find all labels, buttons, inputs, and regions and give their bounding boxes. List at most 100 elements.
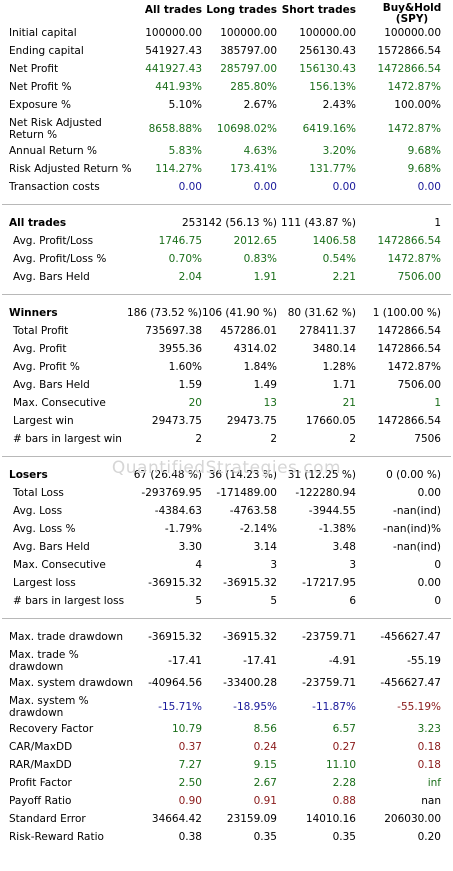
cell-short-trades: 31 (12.25 %) [287, 469, 356, 481]
cell-short-trades: -23759.71 [302, 631, 356, 643]
cell-long-trades: -36915.32 [223, 577, 277, 589]
table-row: Max. Consecutive 20 13 21 1 [0, 394, 453, 412]
cell-long-trades: 5 [270, 595, 277, 607]
row-label: Avg. Bars Held [13, 379, 90, 391]
row-label: Ending capital [9, 45, 84, 57]
cell-all-trades: 8658.88% [148, 123, 202, 135]
cell-short-trades: 6419.16% [302, 123, 356, 135]
cell-all-trades: -15.71% [158, 701, 202, 713]
cell-short-trades: -23759.71 [302, 677, 356, 689]
row-label: # bars in largest loss [13, 595, 125, 607]
row-label: Largest loss [13, 577, 76, 589]
cell-short-trades: 1.71 [332, 379, 356, 391]
table-row: Payoff Ratio 0.90 0.91 0.88 nan [0, 792, 453, 810]
cell-all-trades: -4384.63 [154, 505, 202, 517]
row-label: Max. trade drawdown [9, 631, 124, 643]
row-label: Net Profit % [9, 81, 72, 93]
cell-all-trades: 5 [195, 595, 202, 607]
header-all-trades: All trades [144, 4, 202, 16]
section-title: Losers [9, 469, 48, 481]
cell-buy-hold: -nan(ind) [393, 541, 441, 553]
cell-buy-hold: 7506.00 [397, 379, 441, 391]
table-row: Profit Factor 2.50 2.67 2.28 inf [0, 774, 453, 792]
row-label: Net Profit [9, 63, 59, 75]
cell-long-trades: 385797.00 [220, 45, 277, 57]
cell-short-trades: 256130.43 [299, 45, 356, 57]
cell-short-trades: 3 [349, 559, 356, 571]
table-row: Total Loss -293769.95 -171489.00 -122280.94… [0, 484, 453, 502]
cell-long-trades: 1.84% [243, 361, 277, 373]
cell-all-trades: 10.79 [171, 723, 202, 735]
cell-short-trades: 100000.00 [299, 27, 356, 39]
cell-short-trades: -17217.95 [302, 577, 356, 589]
cell-buy-hold: 1472.87% [387, 361, 441, 373]
cell-buy-hold: nan [421, 795, 441, 807]
cell-buy-hold: inf [427, 777, 441, 789]
table-row: Largest win 29473.75 29473.75 17660.05 14728… [0, 412, 453, 430]
row-label: Exposure % [9, 99, 71, 111]
cell-buy-hold: -nan(ind)% [383, 523, 441, 535]
cell-all-trades: -1.79% [164, 523, 202, 535]
row-label: Avg. Profit/Loss [13, 235, 94, 247]
row-label: Recovery Factor [9, 723, 94, 735]
cell-long-trades: 10698.02% [216, 123, 277, 135]
cell-short-trades: 6.57 [332, 723, 356, 735]
table-row: Max. system drawdown -40964.56 -33400.28 -2… [0, 674, 453, 692]
table-row: Net Profit 441927.43 285797.00 156130.43 147… [0, 60, 453, 78]
cell-long-trades: 1.49 [253, 379, 277, 391]
table-row: Avg. Bars Held 1.59 1.49 1.71 7506.00 [0, 376, 453, 394]
cell-short-trades: 21 [342, 397, 356, 409]
cell-short-trades: 0.00 [332, 181, 356, 193]
cell-short-trades: 0.88 [332, 795, 356, 807]
cell-short-trades: 156.13% [309, 81, 356, 93]
table-row: Avg. Bars Held 2.04 1.91 2.21 7506.00 [0, 268, 453, 286]
header-short-trades: Short trades [281, 4, 356, 16]
cell-buy-hold: 1472866.54 [377, 343, 441, 355]
table-row: All trades 253 142 (56.13 %) 111 (43.87 %) 1 [0, 214, 453, 232]
row-label: Avg. Bars Held [13, 541, 90, 553]
table-row: Max. Consecutive 4 3 3 0 [0, 556, 453, 574]
cell-all-trades: 1.60% [168, 361, 202, 373]
cell-long-trades: 0.35 [253, 831, 277, 843]
cell-short-trades: 156130.43 [299, 63, 356, 75]
cell-all-trades: 186 (73.52 %) [127, 307, 202, 319]
table-row: # bars in largest loss 5 5 6 0 [0, 592, 453, 610]
cell-short-trades: 1.28% [322, 361, 356, 373]
row-label: Risk Adjusted Return % [9, 163, 132, 175]
cell-buy-hold: 7506.00 [397, 271, 441, 283]
cell-short-trades: -4.91 [328, 655, 356, 667]
cell-short-trades: 0.35 [332, 831, 356, 843]
cell-long-trades: 9.15 [253, 759, 277, 771]
cell-buy-hold: 0.20 [417, 831, 441, 843]
cell-all-trades: 253 [181, 217, 202, 229]
cell-buy-hold: 9.68% [407, 145, 441, 157]
cell-all-trades: 1746.75 [158, 235, 202, 247]
cell-all-trades: 2.50 [178, 777, 202, 789]
cell-buy-hold: 0.00 [417, 487, 441, 499]
table-row: Avg. Bars Held 3.30 3.14 3.48 -nan(ind) [0, 538, 453, 556]
table-row: Max. trade % drawdown -17.41 -17.41 -4.91 -5… [0, 646, 453, 674]
cell-short-trades: 278411.37 [299, 325, 356, 337]
table-row: Avg. Profit 3955.36 4314.02 3480.14 1472866.… [0, 340, 453, 358]
table-row: Avg. Profit/Loss 1746.75 2012.65 1406.58 147… [0, 232, 453, 250]
table-row: Avg. Loss -4384.63 -4763.58 -3944.55 -nan(in… [0, 502, 453, 520]
cell-all-trades: 2 [195, 433, 202, 445]
cell-buy-hold: 1 [434, 217, 441, 229]
cell-all-trades: 3955.36 [158, 343, 202, 355]
cell-short-trades: 2 [349, 433, 356, 445]
row-label: Net Risk Adjusted Return % [9, 117, 102, 141]
cell-all-trades: 29473.75 [151, 415, 202, 427]
cell-buy-hold: -nan(ind) [393, 505, 441, 517]
cell-buy-hold: 1 (100.00 %) [372, 307, 441, 319]
table-row: Winners 186 (73.52 %) 106 (41.90 %) 80 (31.… [0, 304, 453, 322]
cell-buy-hold: 1472.87% [387, 123, 441, 135]
cell-short-trades: 17660.05 [305, 415, 356, 427]
row-label: Profit Factor [9, 777, 72, 789]
table-row: Initial capital 100000.00 100000.00 100000.… [0, 24, 453, 42]
cell-short-trades: 3.48 [332, 541, 356, 553]
table-row: Max. trade drawdown -36915.32 -36915.32 -23… [0, 628, 453, 646]
cell-buy-hold: 0 [434, 595, 441, 607]
cell-all-trades: -293769.95 [141, 487, 202, 499]
cell-long-trades: -17.41 [243, 655, 277, 667]
cell-buy-hold: 1472866.54 [377, 325, 441, 337]
